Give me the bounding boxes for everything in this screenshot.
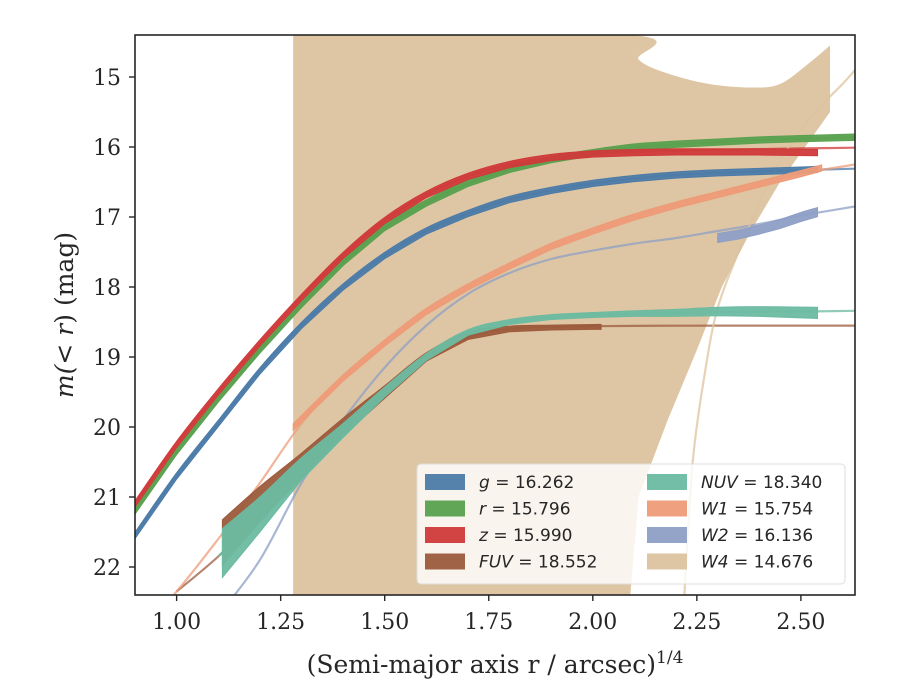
x-axis-title-superscript: 1/4: [656, 648, 683, 668]
legend-label: W4 = 14.676: [701, 553, 813, 573]
legend-swatch: [425, 553, 465, 570]
legend-item-g: g = 16.262: [425, 473, 574, 493]
legend-item-z: z = 15.990: [425, 526, 572, 546]
x-tick-label: 1.50: [360, 610, 409, 635]
x-tick-label: 2.00: [568, 610, 617, 635]
legend-swatch: [425, 527, 465, 543]
y-tick-label: 21: [93, 486, 121, 511]
legend-label: FUV = 18.552: [479, 553, 597, 573]
y-tick-label: 22: [93, 556, 121, 581]
x-axis-title-main: (Semi-major axis r / arcsec): [307, 650, 656, 679]
plot-frame: [134, 34, 856, 596]
y-tick-label: 19: [93, 346, 121, 371]
axis-ticks: 1.00 1.25 1.50 1.75 2.00 2.25 2.50 15 16 17 18 19 20…: [93, 66, 825, 635]
data-band-g: [135, 165, 819, 540]
legend-box: [416, 463, 846, 585]
fit-line-w4: [683, 69, 855, 595]
legend-swatch: [425, 500, 465, 517]
legend-label: g = 16.262: [479, 473, 574, 493]
data-band-nuv: [221, 306, 819, 579]
legend-item-w2: W2 = 16.136: [647, 526, 813, 546]
legend-item-w4: W4 = 14.676: [647, 553, 813, 573]
legend-swatch: [647, 527, 687, 543]
legend-label: NUV = 18.340: [701, 473, 822, 493]
fit-line-w2: [233, 205, 855, 595]
y-axis-title-pre: m(: [50, 363, 79, 398]
x-tick-label: 1.75: [464, 610, 513, 635]
legend-swatch: [647, 474, 687, 490]
y-tick-label: 16: [93, 136, 121, 161]
legend-item-w1: W1 = 15.754: [647, 500, 813, 520]
y-tick-label: 17: [93, 206, 121, 231]
data-bands: [135, 133, 855, 579]
legend-label: W1 = 15.754: [701, 500, 813, 520]
x-tick-label: 1.25: [256, 610, 305, 635]
y-axis-title-italic: < r: [50, 322, 79, 365]
y-tick-label: 18: [93, 276, 121, 301]
y-tick-label: 15: [93, 66, 121, 91]
y-axis-title-post: ) (mag): [50, 232, 79, 324]
x-tick-label: 2.50: [776, 610, 825, 635]
legend-label: W2 = 16.136: [701, 526, 813, 546]
x-tick-label: 1.00: [152, 610, 201, 635]
legend: g = 16.262 r = 15.796 z = 15.990 FUV = 18.5…: [416, 463, 846, 585]
legend-label: r = 15.796: [479, 500, 571, 520]
data-band-w1: [292, 164, 823, 432]
y-axis-title: m(< r) (mag): [50, 232, 79, 398]
legend-item-fuv: FUV = 18.552: [425, 553, 597, 573]
x-tick-label: 2.25: [672, 610, 721, 635]
legend-label: z = 15.990: [478, 526, 572, 546]
data-band-z: [135, 148, 819, 509]
y-tick-label: 20: [93, 416, 121, 441]
data-band-w2: [717, 206, 819, 244]
legend-swatch: [647, 500, 687, 517]
legend-swatch: [425, 474, 465, 490]
x-axis-title: (Semi-major axis r / arcsec)1/4: [307, 648, 684, 679]
legend-item-r: r = 15.796: [425, 500, 571, 520]
legend-item-nuv: NUV = 18.340: [647, 473, 822, 493]
legend-swatch: [647, 553, 687, 570]
